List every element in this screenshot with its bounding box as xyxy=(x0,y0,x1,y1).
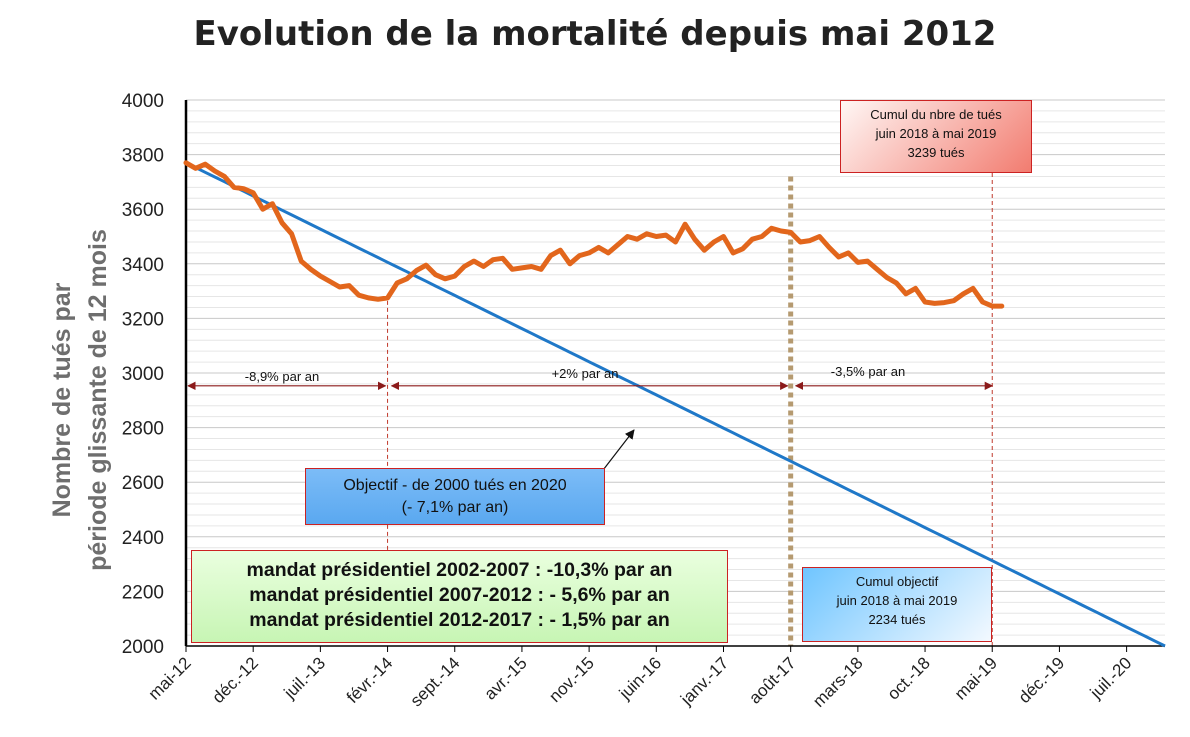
x-tick-label: janv.-17 xyxy=(676,653,732,709)
cumul-obj-line2: juin 2018 à mai 2019 xyxy=(836,593,958,608)
y-tick-label: 3600 xyxy=(122,200,164,221)
x-tick-label: août-17 xyxy=(745,653,799,707)
x-tick-label: nov.-15 xyxy=(545,653,598,706)
cumul-obj-line3: 2234 tués xyxy=(868,612,926,627)
y-tick-label: 4000 xyxy=(122,91,164,112)
actual-deaths-series-line xyxy=(183,160,1005,309)
x-tick-label: mars-18 xyxy=(809,653,867,711)
y-tick-label: 2000 xyxy=(122,637,164,658)
y-tick-label: 2400 xyxy=(122,528,164,549)
y-tick-label: 3000 xyxy=(122,364,164,385)
x-tick-label: mai-12 xyxy=(145,653,195,703)
y-tick-label: 3800 xyxy=(122,146,164,167)
objective-annotation: Objectif - de 2000 tués en 2020 (- 7,1% … xyxy=(305,468,605,525)
objective-line2: (- 7,1% par an) xyxy=(401,499,509,516)
y-tick-label: 3400 xyxy=(122,255,164,276)
y-axis-label-line2: période glissante de 12 mois xyxy=(84,229,112,571)
y-tick-label: 2800 xyxy=(122,419,164,440)
mandate-line1: mandat présidentiel 2002-2007 : -10,3% p… xyxy=(246,559,673,581)
x-tick-label: juil.-20 xyxy=(1086,653,1136,703)
x-tick-label: févr.-14 xyxy=(343,653,397,707)
y-tick-labels: 2000 2200 2400 2600 2800 3000 3200 3400 3600 3800… xyxy=(122,91,164,658)
cumul-obj-line1: Cumul objectif xyxy=(855,574,939,589)
chart-title: Evolution de la mortalité depuis mai 201… xyxy=(193,14,997,54)
x-tick-label: juin-16 xyxy=(615,653,665,703)
mandate-line2: mandat présidentiel 2007-2012 : - 5,6% p… xyxy=(249,584,670,606)
x-tick-label: déc.-12 xyxy=(208,653,262,707)
x-tick-label: oct.-18 xyxy=(884,653,934,703)
y-axis-label-line1: Nombre de tués par xyxy=(48,282,76,518)
y-tick-label: 2600 xyxy=(122,473,164,494)
objective-series-line xyxy=(185,161,1166,648)
x-tick-labels: mai-12 déc.-12 juil.-13 févr.-14 sept.-14 avr… xyxy=(145,653,1136,711)
rate-arrows xyxy=(187,381,994,475)
cumul-line2: juin 2018 à mai 2019 xyxy=(875,126,997,141)
x-tick-label: juil.-13 xyxy=(280,653,330,703)
mandate-line3: mandat présidentiel 2012-2017 : - 1,5% p… xyxy=(249,609,670,631)
objective-line1: Objectif - de 2000 tués en 2020 xyxy=(343,477,567,494)
cumulative-deaths-annotation: Cumul du nbre de tués juin 2018 à mai 20… xyxy=(840,100,1032,173)
x-tick-label: déc.-19 xyxy=(1015,653,1069,707)
series-lines xyxy=(183,160,1166,648)
x-tick-label: sept.-14 xyxy=(407,653,464,710)
rate-label-1: -8,9% par an xyxy=(244,369,320,384)
axes xyxy=(184,100,1165,652)
y-tick-label: 2200 xyxy=(122,582,164,603)
rate-label-2: +2% par an xyxy=(551,366,619,381)
objective-pointer-arrow xyxy=(599,429,635,475)
y-tick-label: 3200 xyxy=(122,309,164,330)
x-tick-label: mai-19 xyxy=(951,653,1001,703)
mandate-annotation: mandat présidentiel 2002-2007 : -10,3% p… xyxy=(191,550,728,643)
x-tick-label: avr.-15 xyxy=(481,653,531,703)
cumulative-objective-annotation: Cumul objectif juin 2018 à mai 2019 2234… xyxy=(802,567,992,642)
cumul-line1: Cumul du nbre de tués xyxy=(870,107,1002,122)
cumul-line3: 3239 tués xyxy=(907,145,965,160)
rate-label-3: -3,5% par an xyxy=(830,364,906,379)
